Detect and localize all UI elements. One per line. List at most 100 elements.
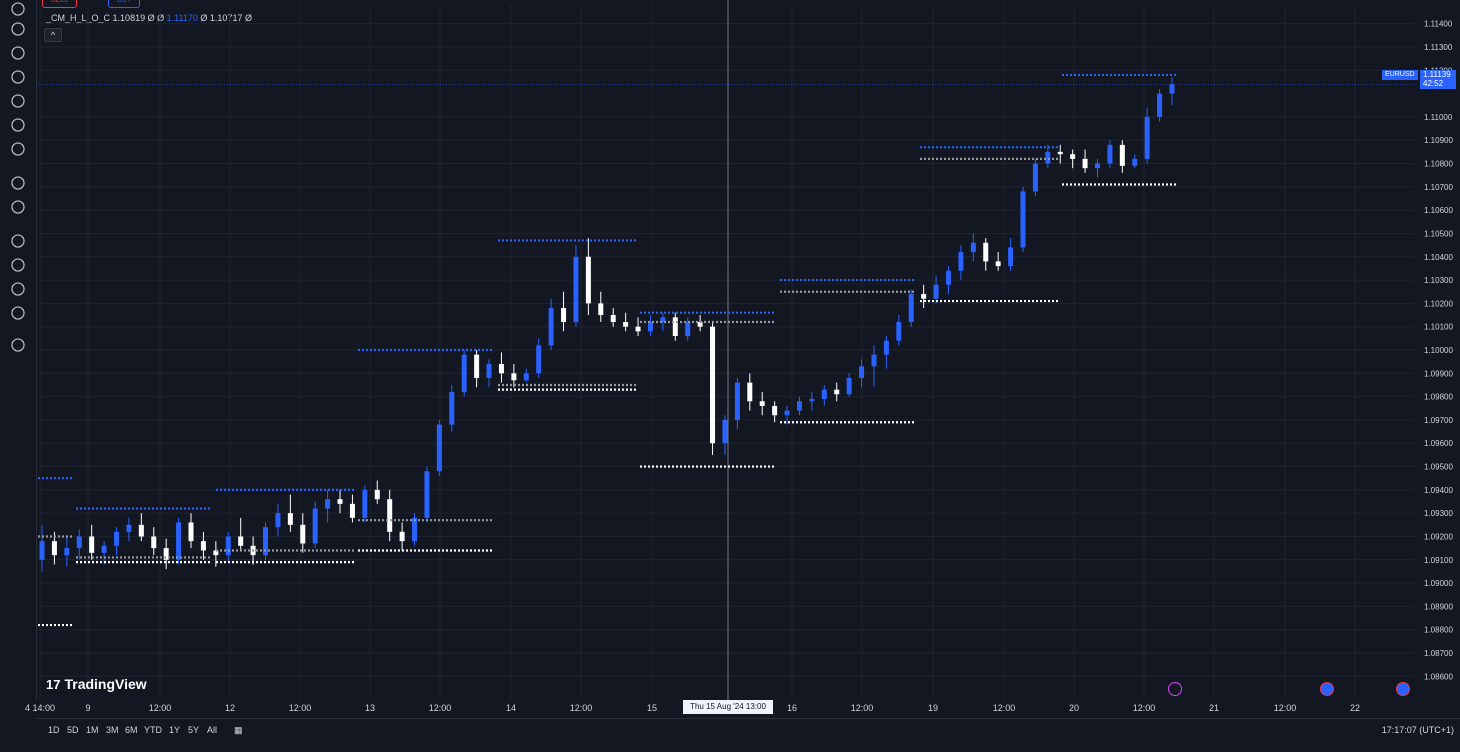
candle-body [1057,151,1063,155]
event-flash-icon[interactable] [1168,682,1182,696]
range-5y-button[interactable]: 5Y [188,725,200,735]
candle-body [660,317,666,323]
tradingview-logo-mark: 17 [46,677,61,692]
price-axis-label: 1.09700 [1424,416,1453,425]
candle-body [821,389,827,399]
bottom-toolbar: 17:17:07 (UTC+1) 1D 5D 1M 3M 6M YTD 1Y 5Y All ▦ [36,718,1460,745]
price-axis-label: 1.10000 [1424,346,1453,355]
candle-body [498,363,504,374]
candle-body [685,322,691,337]
candle-body [300,524,306,544]
range-6m-button[interactable]: 6M [125,725,138,735]
tradingview-logo[interactable]: 17 TradingView [46,676,147,692]
sell-button[interactable]: SELL [42,0,78,8]
candle-body [536,345,542,374]
time-axis-label: 12:00 [1133,703,1156,713]
candle-body [722,419,728,444]
brush-icon[interactable] [7,90,29,112]
timezone-clock[interactable]: 17:17:07 (UTC+1) [1381,725,1454,735]
candle-body [548,308,554,346]
candle-body [710,326,716,444]
candle-body [349,503,355,518]
candle-body [933,284,939,299]
range-3m-button[interactable]: 3M [106,725,119,735]
candle-body [834,389,840,395]
time-axis-label: 12:00 [570,703,593,713]
candle-body [325,499,331,509]
crosshair-time-label: Thu 15 Aug '24 13:00 [683,700,773,714]
legend-sym-1: Ø [147,13,155,23]
eu-flag-event-icon[interactable] [1396,682,1410,696]
indicator-legend: _CM_H_L_O_C 1.10819 Ø Ø 1.11170 Ø 1.1071… [46,13,252,23]
price-axis-label: 1.11300 [1424,43,1453,52]
ruler-icon[interactable] [7,172,29,194]
price-axis-label: 1.10300 [1424,276,1453,285]
crosshair-icon[interactable] [7,0,29,20]
magnet-icon[interactable] [7,230,29,252]
price-axis-label: 1.09200 [1424,532,1453,541]
price-axis-label: 1.10200 [1424,299,1453,308]
candle-body [1157,93,1163,117]
candle-body [101,545,107,553]
range-1d-button[interactable]: 1D [48,725,60,735]
range-all-button[interactable]: All [207,725,218,735]
candle-body [424,471,430,518]
candle-body [312,508,318,544]
time-axis-label: 12:00 [149,703,172,713]
range-ytd-button[interactable]: YTD [144,725,162,735]
candle-body [436,424,442,472]
range-1m-button[interactable]: 1M [86,725,99,735]
candle-body [672,317,678,337]
time-axis-label: 12:00 [1274,703,1297,713]
price-axis-label: 1.10700 [1424,183,1453,192]
candle-body [784,410,790,416]
candle-body [908,294,914,323]
candle-body [39,541,45,560]
candle-body [610,315,616,323]
candle-body [983,242,989,262]
calendar-goto-icon[interactable]: ▦ [234,725,243,735]
candle-body [958,252,964,271]
buy-button[interactable]: BUY [108,0,141,8]
eye-icon[interactable] [7,302,29,324]
candle-body [213,550,219,556]
time-axis-label: 19 [928,703,938,713]
fib-icon[interactable] [7,66,29,88]
trash-icon[interactable] [7,334,29,356]
candle-body [51,541,57,556]
emoji-icon[interactable] [7,138,29,160]
pattern-icon[interactable] [7,42,29,64]
time-axis-label: 14 [506,703,516,713]
candle-body [89,536,95,553]
price-axis-label: 1.08800 [1424,626,1453,635]
legend-value-1: 1.10819 [112,13,146,23]
time-axis-label: 22 [1350,703,1360,713]
price-axis-label: 1.10500 [1424,229,1453,238]
text-icon[interactable] [7,114,29,136]
time-axis-label: 12:00 [429,703,452,713]
price-axis-label: 1.08700 [1424,649,1453,658]
range-1y-button[interactable]: 1Y [169,725,181,735]
candle-body [1032,163,1038,192]
lock-drawing-icon[interactable] [7,254,29,276]
lines-icon[interactable] [7,18,29,40]
legend-indicator-name[interactable]: _CM_H_L_O_C [46,13,111,23]
lock-icon[interactable] [7,278,29,300]
candle-body [883,340,889,355]
zoom-icon[interactable] [7,196,29,218]
candle-body [188,522,194,542]
candle-body [263,527,269,556]
collapse-legend-button[interactable]: ^ [44,28,62,42]
range-5d-button[interactable]: 5D [67,725,79,735]
legend-sym-2: Ø [157,13,165,23]
candle-body [387,499,393,532]
legend-value-2: 1.11170 [166,13,198,23]
time-axis-label: 15 [647,703,657,713]
candle-body [76,536,82,549]
price-axis-label: 1.09600 [1424,439,1453,448]
candle-body [200,541,206,551]
candle-body [275,513,281,528]
candle-body [238,536,244,546]
us-flag-event-icon[interactable] [1320,682,1334,696]
